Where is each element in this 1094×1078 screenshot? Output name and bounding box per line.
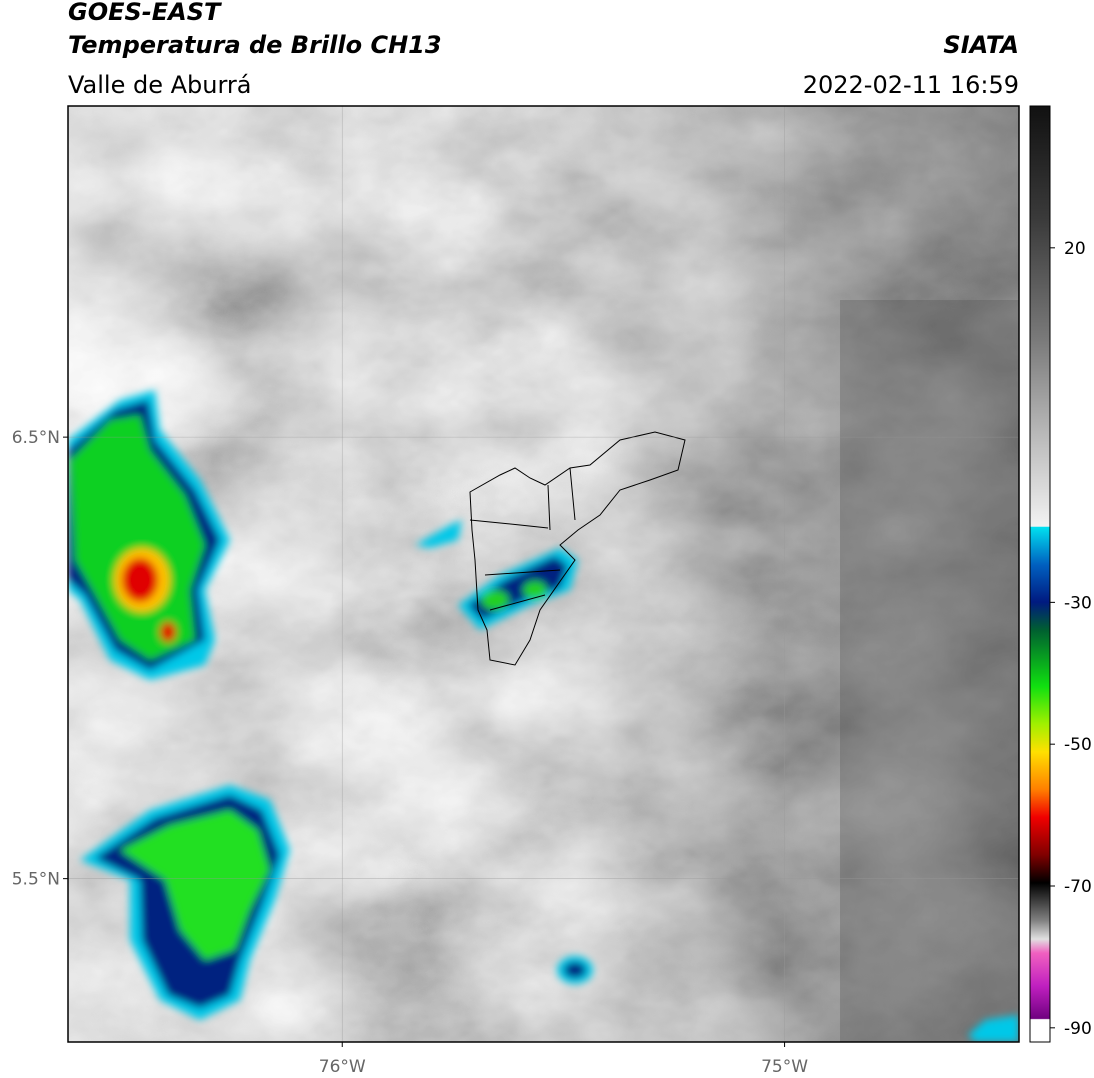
colorbar-tick-label: 20 [1064, 239, 1086, 259]
x-tick-label: 76°W [319, 1057, 366, 1077]
graticule [68, 106, 1019, 1042]
y-tick-label: 5.5°N [12, 870, 60, 890]
colorbar [1029, 105, 1051, 1043]
satellite-image [68, 106, 1019, 1042]
subtitle: Temperatura de Brillo CH13 [68, 31, 442, 59]
x-tick-label: 75°W [761, 1057, 808, 1077]
colorbar-tick-label: -70 [1064, 877, 1092, 897]
y-tick-label: 6.5°N [12, 428, 60, 448]
colorbar-ticks: 20 -30 -50 -70 -90 [1050, 239, 1092, 1039]
source: SIATA [943, 31, 1019, 59]
map-frame [67, 105, 1020, 1043]
title: GOES-EAST [68, 0, 222, 26]
colorbar-tick-label: -50 [1064, 735, 1092, 755]
region: Valle de Aburrá [68, 71, 252, 99]
colorbar-tick-label: -90 [1064, 1019, 1092, 1039]
map-ticks: 76°W 75°W 6.5°N 5.5°N [12, 428, 808, 1077]
colorbar-tick-label: -30 [1064, 593, 1092, 613]
timestamp: 2022-02-11 16:59 [803, 71, 1019, 99]
